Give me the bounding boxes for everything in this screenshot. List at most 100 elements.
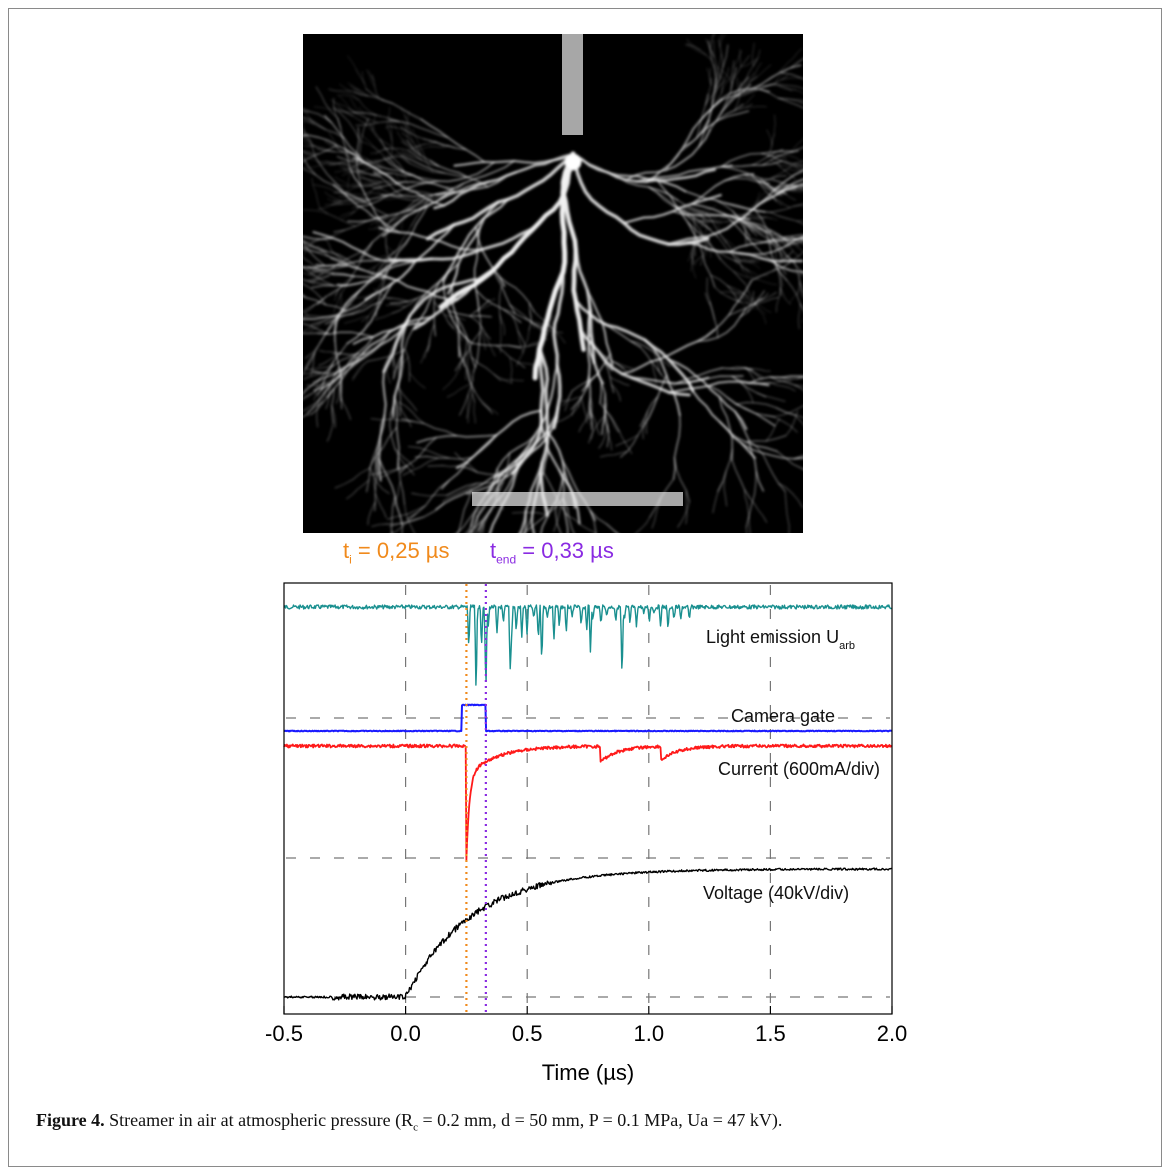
streamer-branch	[386, 297, 409, 302]
streamer-branch	[317, 161, 336, 165]
streamer-branch	[798, 303, 801, 330]
streamer-branch	[435, 160, 515, 203]
trace-camera-gate	[283, 703, 892, 733]
streamer-branch	[712, 80, 727, 95]
streamer-branch	[705, 212, 727, 244]
streamer-branch	[509, 357, 513, 384]
streamer-branch	[401, 151, 414, 158]
streamer-branch	[732, 50, 742, 69]
streamer-branch	[775, 83, 804, 90]
streamer-branch	[316, 246, 359, 269]
streamer-branch	[774, 191, 787, 195]
streamer-branch	[615, 434, 639, 447]
streamer-branch	[351, 166, 365, 174]
streamer-branch	[333, 144, 355, 162]
streamer-branch	[346, 90, 369, 97]
streamer-branch	[739, 49, 741, 67]
streamer-branch	[399, 156, 446, 174]
streamer-branch	[466, 393, 473, 419]
streamer-branch	[690, 250, 694, 272]
streamer-branch	[733, 260, 755, 263]
streamer-branch	[753, 49, 761, 67]
streamer-branch	[373, 170, 404, 197]
streamer-branch	[581, 396, 588, 424]
streamer-branch	[338, 94, 360, 101]
streamer-branch	[756, 392, 786, 402]
streamer-branch	[745, 297, 760, 304]
streamer-branch	[720, 67, 729, 84]
streamer-branch	[366, 69, 374, 81]
streamer-branch	[302, 209, 329, 214]
streamer-branch	[757, 218, 771, 235]
streamer-branch	[737, 291, 749, 294]
streamer-branch	[718, 66, 732, 84]
streamer-branch	[409, 372, 426, 389]
streamer-branch	[546, 430, 581, 525]
streamer-branch	[302, 241, 328, 253]
streamer-branch	[352, 155, 403, 166]
streamer-branch	[769, 376, 807, 380]
streamer-branch	[749, 498, 767, 523]
streamer-branch	[400, 437, 437, 473]
streamer-branch	[374, 492, 387, 519]
streamer-branch	[308, 272, 334, 281]
streamer-branch	[393, 356, 409, 374]
streamer-branch	[370, 218, 388, 225]
caption-sub: c	[413, 1121, 418, 1134]
streamer-branch	[297, 247, 328, 253]
streamer-branch	[331, 405, 336, 428]
streamer-branch	[745, 231, 752, 241]
streamer-branch	[459, 350, 467, 370]
streamer-branch	[358, 173, 377, 176]
streamer-branch	[317, 382, 331, 407]
streamer-branch	[471, 356, 501, 381]
streamer-branch	[409, 145, 421, 151]
series-label-light: Light emission Uarb	[706, 627, 855, 652]
streamer-branch	[397, 191, 419, 198]
streamer-branch	[370, 173, 394, 176]
streamer-branch	[325, 161, 342, 164]
streamer-branch	[752, 67, 784, 89]
streamer-branch	[705, 292, 715, 320]
streamer-branch	[362, 316, 369, 336]
streamer-branch	[747, 291, 754, 313]
streamer-branch	[463, 358, 474, 381]
streamer-branch	[774, 114, 776, 135]
streamer-branch	[374, 233, 413, 280]
streamer-branch	[388, 512, 417, 536]
streamer-branch	[757, 308, 767, 324]
streamer-branch	[739, 301, 749, 312]
streamer-branch	[344, 155, 364, 163]
streamer-branch	[367, 185, 383, 190]
streamer-branch	[385, 245, 403, 261]
streamer-branch	[702, 213, 715, 219]
streamer-branch	[481, 326, 486, 350]
streamer-branch	[745, 106, 767, 108]
plane-electrode	[472, 492, 683, 506]
streamer-branch	[740, 264, 748, 277]
streamer-branch	[600, 450, 628, 458]
streamer-branch	[745, 234, 755, 248]
streamer-branch	[295, 292, 347, 312]
streamer-branch	[328, 89, 347, 92]
streamer-branch	[769, 376, 803, 390]
streamer-branch	[301, 372, 321, 375]
streamer-branch	[335, 184, 356, 188]
streamer-branch	[713, 72, 718, 101]
streamer-branch	[744, 489, 750, 519]
streamer-branch	[380, 465, 408, 478]
streamer-branch	[756, 259, 771, 261]
streamer-branch	[415, 146, 431, 151]
streamer-branch	[784, 490, 790, 538]
streamer-branch	[739, 381, 754, 403]
streamer-branch	[721, 235, 734, 255]
streamer-branch	[621, 329, 716, 375]
streamer-branch	[374, 219, 395, 229]
streamer-branch	[750, 166, 816, 212]
streamer-branch	[326, 422, 334, 442]
streamer-branch	[494, 416, 558, 479]
streamer-branch	[367, 348, 406, 362]
streamer-branch	[333, 192, 352, 196]
streamer-branch	[414, 455, 473, 460]
streamer-branch	[433, 152, 575, 210]
